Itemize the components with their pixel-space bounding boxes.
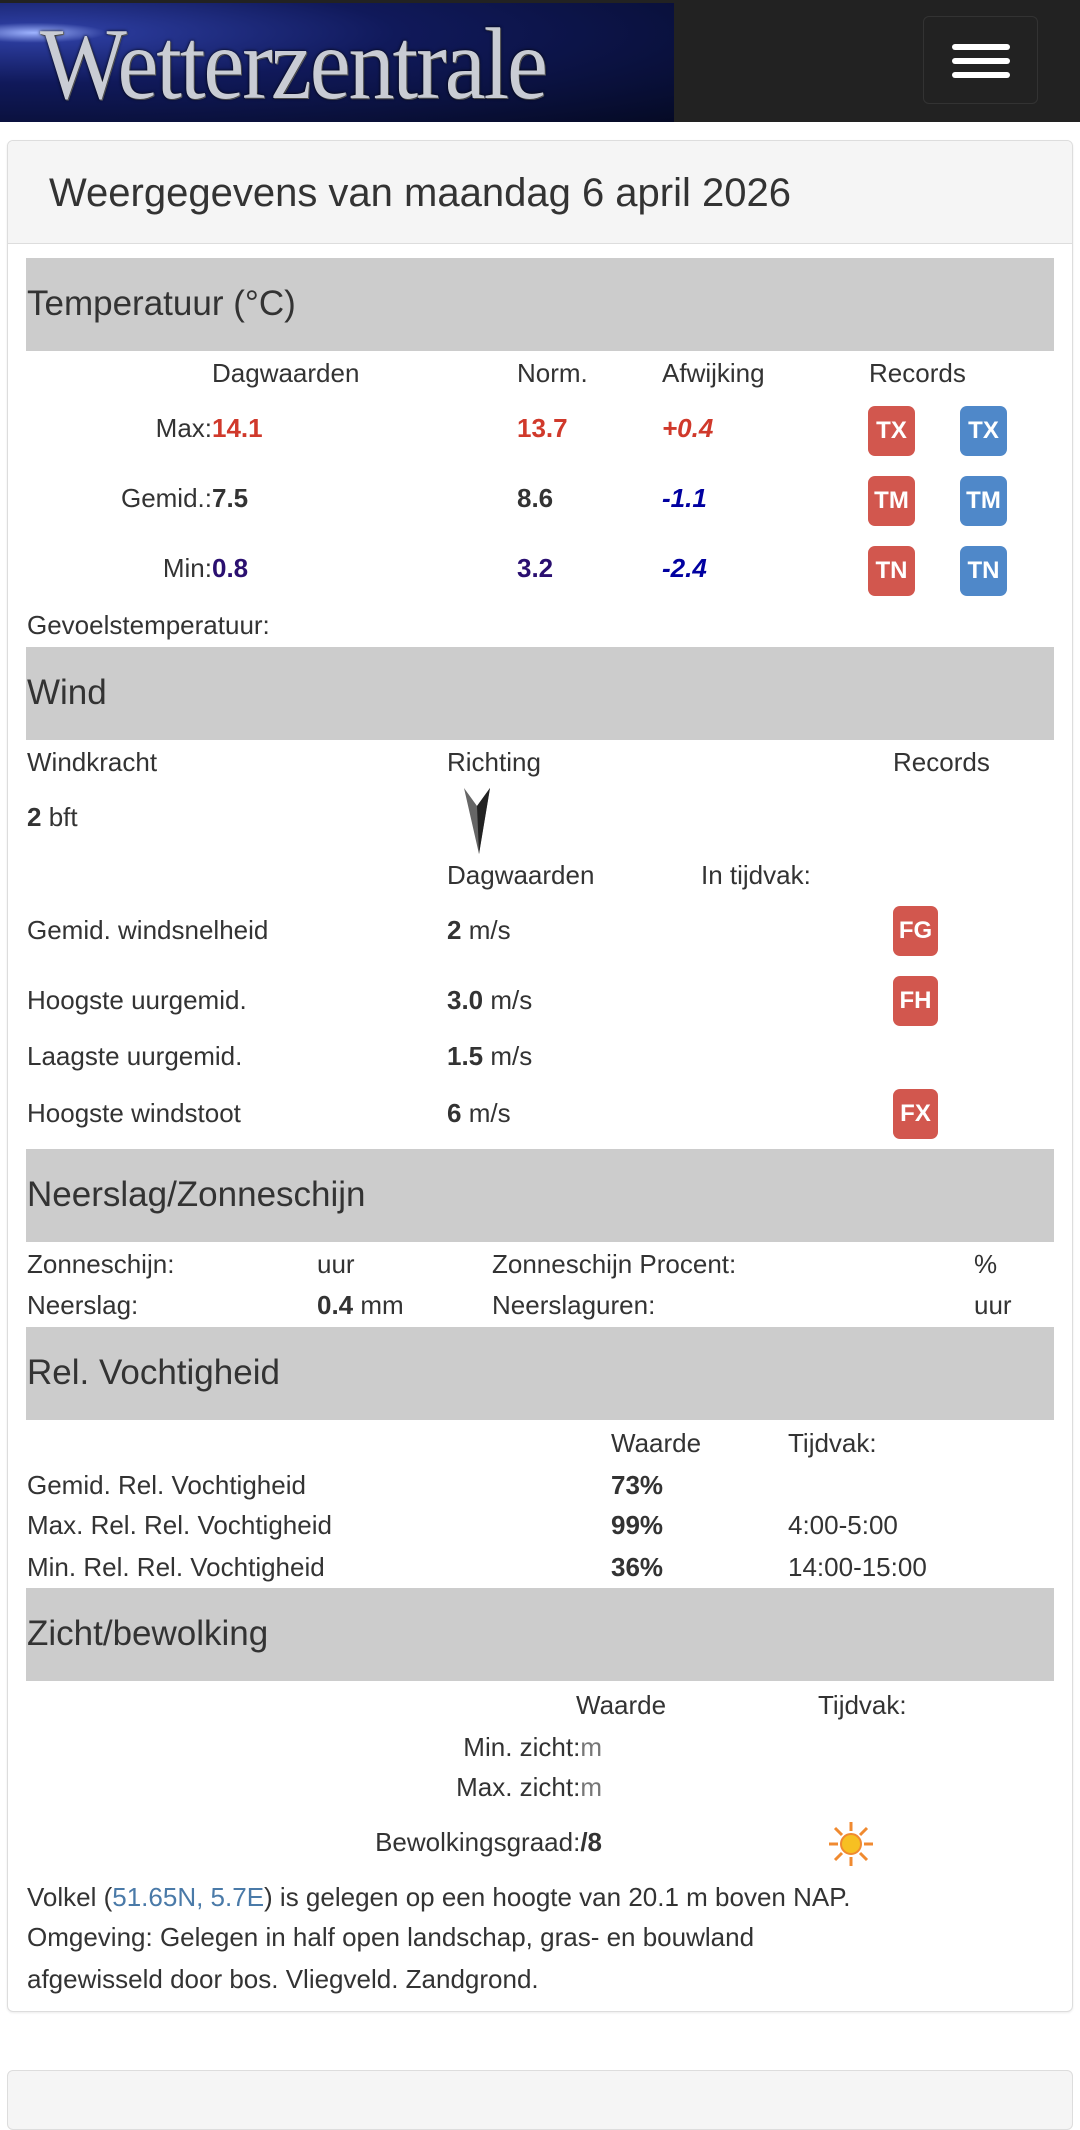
station-env-line1: Omgeving: Gelegen in half open landschap… xyxy=(27,1922,755,1952)
col-vis-period: Tijdvak: xyxy=(818,1690,907,1720)
weather-panel: Weergegevens van maandag 6 april 2026 xyxy=(7,140,1073,2012)
sunshine-unit: uur xyxy=(317,1249,355,1279)
col-wind-dag: Dagwaarden xyxy=(447,860,595,890)
sunshine-label: Zonneschijn: xyxy=(27,1249,175,1279)
sun-icon xyxy=(829,1822,873,1866)
max-visibility: Max. zicht:m xyxy=(456,1772,602,1802)
temp-norm: 3.2 xyxy=(517,553,554,583)
col-afwijking: Afwijking xyxy=(662,358,765,388)
humidity-row-label: Max. Rel. Rel. Vochtigheid xyxy=(27,1510,332,1540)
humidity-row-period: 14:00-15:00 xyxy=(788,1552,927,1582)
wind-record-badge[interactable]: FH xyxy=(893,976,938,1026)
rain-value: 0.4 mm xyxy=(317,1290,404,1320)
temp-value: 14.1 xyxy=(212,413,263,443)
wind-row-value: 2 m/s xyxy=(447,915,511,945)
min-visibility: Min. zicht:m xyxy=(463,1732,602,1762)
section-temperature: Temperatuur (°C) xyxy=(26,258,1054,351)
humidity-row-value: 99% xyxy=(611,1510,664,1540)
sunshine-pct-unit: % xyxy=(974,1249,998,1279)
temp-value: 0.8 xyxy=(212,553,249,583)
humidity-row-value: 73% xyxy=(611,1470,664,1500)
record-badge-red[interactable]: TN xyxy=(868,546,915,596)
col-hum-period: Tijdvak: xyxy=(788,1428,877,1458)
wind-row-label: Laagste uurgemid. xyxy=(27,1041,243,1071)
humidity-row-period: 4:00-5:00 xyxy=(788,1510,898,1540)
bft-value: 2 bft xyxy=(27,802,78,832)
wind-row-value: 6 m/s xyxy=(447,1098,511,1128)
temp-deviation: +0.4 xyxy=(662,413,714,443)
menu-toggle-button[interactable] xyxy=(923,16,1038,104)
station-coords-link[interactable]: 51.65N, 5.7E xyxy=(112,1882,265,1912)
col-wind-tijdvak: In tijdvak: xyxy=(701,860,811,890)
page-title: Weergegevens van maandag 6 april 2026 xyxy=(49,171,791,215)
hamburger-icon-bar xyxy=(952,72,1010,78)
record-badge-red[interactable]: TX xyxy=(868,406,915,456)
temp-row-label: Gemid.: xyxy=(120,483,212,513)
rain-hours-unit: uur xyxy=(974,1290,1012,1320)
rain-label: Neerslag: xyxy=(27,1290,139,1320)
temp-deviation: -2.4 xyxy=(662,553,707,583)
panel-heading: Weergegevens van maandag 6 april 2026 xyxy=(8,141,1072,244)
col-hum-value: Waarde xyxy=(611,1428,702,1458)
col-richting: Richting xyxy=(447,747,541,777)
wind-row-label: Hoogste windstoot xyxy=(27,1098,241,1128)
wind-row-label: Gemid. windsnelheid xyxy=(27,915,269,945)
col-norm: Norm. xyxy=(517,358,588,388)
col-vis-value: Waarde xyxy=(576,1690,667,1720)
humidity-row-label: Min. Rel. Rel. Vochtigheid xyxy=(27,1552,325,1582)
humidity-row-label: Gemid. Rel. Vochtigheid xyxy=(27,1470,306,1500)
wind-row-value: 3.0 m/s xyxy=(447,985,533,1015)
temp-norm: 13.7 xyxy=(517,413,568,443)
wetterzentrale-logo[interactable]: Wetterzentrale xyxy=(0,3,674,122)
temp-norm: 8.6 xyxy=(517,483,554,513)
temp-row-label: Min: xyxy=(162,553,212,583)
record-badge-blue[interactable]: TM xyxy=(960,476,1007,526)
wind-row-label: Hoogste uurgemid. xyxy=(27,985,247,1015)
wind-row-value: 1.5 m/s xyxy=(447,1041,533,1071)
hamburger-icon-bar xyxy=(952,58,1010,64)
section-precipitation: Neerslag/Zonneschijn xyxy=(26,1149,1054,1242)
wind-direction-arrow-icon xyxy=(464,788,490,854)
wind-record-badge[interactable]: FX xyxy=(893,1089,938,1139)
hamburger-icon xyxy=(952,44,1010,50)
temp-row-label: Max: xyxy=(155,413,212,443)
temp-value: 7.5 xyxy=(212,483,249,513)
rain-hours-label: Neerslaguren: xyxy=(492,1290,656,1320)
col-windkracht: Windkracht xyxy=(27,747,158,777)
col-wind-records: Records xyxy=(893,747,990,777)
record-badge-red[interactable]: TM xyxy=(868,476,915,526)
record-badge-blue[interactable]: TN xyxy=(960,546,1007,596)
logo-text: Wetterzentrale xyxy=(40,7,548,121)
station-info: Volkel (51.65N, 5.7E) is gelegen op een … xyxy=(27,1882,851,1912)
section-wind: Wind xyxy=(26,647,1054,740)
next-panel xyxy=(7,2070,1073,2130)
col-records: Records xyxy=(869,358,966,388)
station-env-line2: afgewisseld door bos. Vliegveld. Zandgro… xyxy=(27,1964,539,1994)
feels-like-label: Gevoelstemperatuur: xyxy=(27,610,270,640)
col-dagwaarden: Dagwaarden xyxy=(212,358,360,388)
record-badge-blue[interactable]: TX xyxy=(960,406,1007,456)
section-humidity: Rel. Vochtigheid xyxy=(26,1327,1054,1420)
temp-deviation: -1.1 xyxy=(662,483,707,513)
wind-record-badge[interactable]: FG xyxy=(893,906,938,956)
humidity-row-value: 36% xyxy=(611,1552,664,1582)
section-visibility: Zicht/bewolking xyxy=(26,1588,1054,1681)
sunshine-pct-label: Zonneschijn Procent: xyxy=(492,1249,737,1279)
navbar: Wetterzentrale xyxy=(0,0,1080,122)
cloud-cover: Bewolkingsgraad:/8 xyxy=(375,1827,602,1857)
